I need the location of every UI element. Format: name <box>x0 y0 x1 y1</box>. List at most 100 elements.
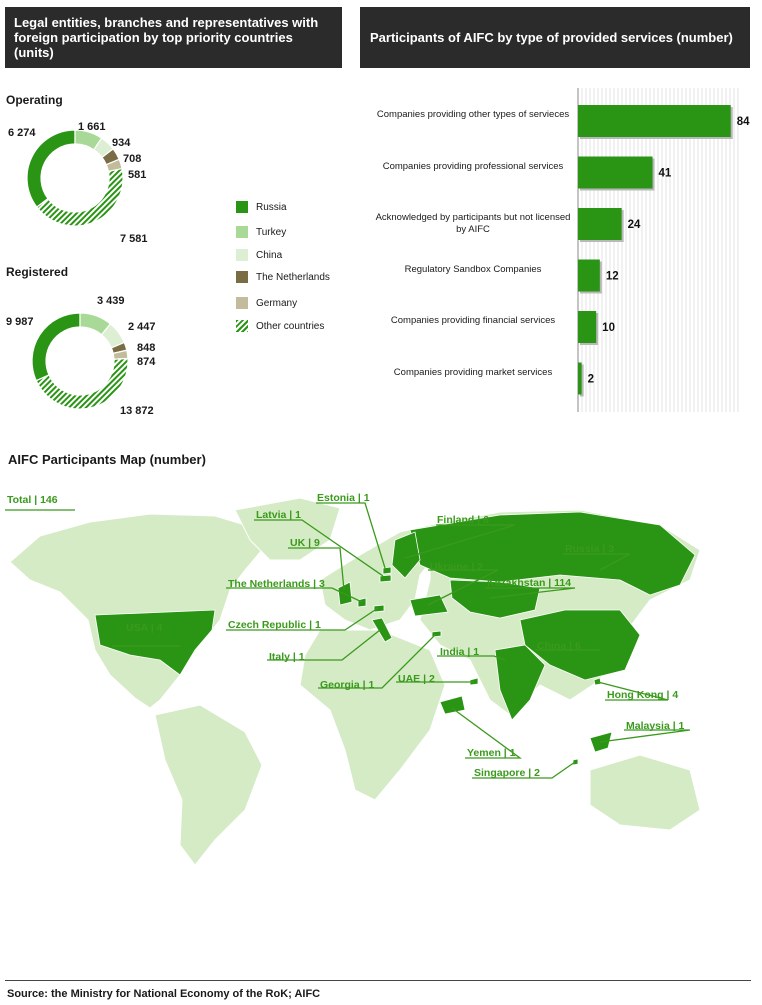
map-label-usa: USA | 4 <box>126 622 163 634</box>
country-latvia <box>379 574 392 583</box>
map-total-label: Total | 146 <box>7 494 58 506</box>
map-label-finland: Finland | 6 <box>437 514 489 526</box>
leader-line <box>451 707 522 759</box>
reg-label-other: 13 872 <box>120 405 154 417</box>
header-right: Participants of AIFC by type of provided… <box>360 7 750 68</box>
registered-slice-russia <box>31 312 81 382</box>
map-label-netherlands: The Netherlands | 3 <box>228 578 325 590</box>
map-label-estonia: Estonia | 1 <box>317 492 370 504</box>
country-yemen <box>439 695 466 715</box>
source-note: Source: the Ministry for National Econom… <box>7 988 321 1000</box>
map-label-italy: Italy | 1 <box>269 651 305 663</box>
reg-label-china: 2 447 <box>128 321 156 333</box>
registered-slice-other <box>35 357 129 410</box>
legend-label: The Netherlands <box>256 271 330 283</box>
map-label-kazakhstan: Kazakhstan | 114 <box>487 577 572 589</box>
header-left: Legal entities, branches and representat… <box>5 7 342 68</box>
world-map <box>5 497 701 866</box>
leader-line <box>599 729 691 743</box>
landmass-south-america <box>154 704 263 866</box>
bar <box>578 259 600 292</box>
map-label-china: China | 6 <box>537 640 581 652</box>
registered-title: Registered <box>6 265 69 279</box>
legend-item-russia: Russia <box>236 200 287 214</box>
country-singapore <box>572 758 579 766</box>
legend-swatch-germany <box>236 297 248 309</box>
bar-category-label: Acknowledged by participants but not lic… <box>375 212 571 235</box>
country-estonia <box>382 566 392 575</box>
map-label-czech-republic: Czech Republic | 1 <box>228 619 321 631</box>
op-label-china: 934 <box>112 137 131 149</box>
leader-line <box>472 761 576 779</box>
legend-item-china: China <box>236 248 282 262</box>
bar <box>578 311 597 343</box>
op-label-germany: 581 <box>128 169 147 181</box>
map-highlighted-countries <box>94 511 696 766</box>
country-netherlands <box>357 597 367 608</box>
reg-label-germany: 874 <box>137 356 156 368</box>
bar <box>578 156 653 189</box>
leader-line <box>318 633 437 689</box>
bar-category-label: Companies providing market services <box>393 366 553 378</box>
map-leader-lines <box>5 502 691 779</box>
legend-swatch-other <box>236 320 248 332</box>
country-usa <box>94 609 216 676</box>
country-czech-republic <box>373 604 385 613</box>
bar <box>578 105 731 137</box>
country-china <box>519 609 641 681</box>
op-label-turkey: 1 661 <box>78 121 106 133</box>
legend-item-turkey: Turkey <box>236 225 286 239</box>
reg-label-netherlands: 848 <box>137 342 156 354</box>
map-label-hong-kong: Hong Kong | 4 <box>607 689 679 701</box>
bar-value-label: 84 <box>737 116 750 128</box>
bar-value-label: 12 <box>606 271 619 283</box>
bar <box>578 208 622 240</box>
landmass-africa <box>299 629 446 801</box>
map-label-yemen: Yemen | 1 <box>467 747 516 759</box>
legend-label: China <box>256 249 283 261</box>
landmass-greenland <box>234 497 341 561</box>
leader-line <box>316 502 386 569</box>
legend-item-netherlands: The Netherlands <box>236 270 330 284</box>
leader-line <box>563 553 631 571</box>
operating-slice-other <box>35 167 124 227</box>
op-label-netherlands: 708 <box>123 153 142 165</box>
bar-category-label: Regulatory Sandbox Companies <box>404 263 542 275</box>
leader-line <box>427 569 499 606</box>
leader-line <box>226 607 379 631</box>
leader-line <box>437 655 506 661</box>
operating-slice-russia <box>26 129 76 208</box>
country-finland <box>391 531 421 579</box>
country-hong-kong <box>593 677 602 686</box>
legend-label: Germany <box>256 297 298 309</box>
leader-line <box>485 587 576 599</box>
country-italy <box>371 617 393 643</box>
legend-swatch-russia <box>236 201 248 213</box>
bar-category-label: Companies providing other types of servi… <box>376 109 570 120</box>
leader-line <box>404 524 516 559</box>
legend-label: Turkey <box>256 226 287 238</box>
map-label-india: India | 1 <box>440 646 480 658</box>
bar-value-label: 2 <box>588 374 594 386</box>
country-russia <box>409 511 696 596</box>
legend-swatch-china <box>236 249 248 261</box>
leader-line <box>254 519 384 577</box>
map-label-russia: Russia | 3 <box>565 543 615 555</box>
legend-swatch-turkey <box>236 226 248 238</box>
map-label-uk: UK | 9 <box>290 537 320 549</box>
reg-label-turkey: 3 439 <box>97 295 125 307</box>
map-label-uae: UAE | 2 <box>398 673 435 685</box>
op-label-other: 7 581 <box>120 233 148 245</box>
bar-category-label: Companies providing professional service… <box>382 160 564 172</box>
landmass-north-america <box>9 513 263 709</box>
leader-line <box>597 681 669 701</box>
leader-line <box>226 587 363 603</box>
map-label-singapore: Singapore | 2 <box>474 767 540 779</box>
legend-label: Other countries <box>256 320 325 332</box>
map-label-ukraine: Ukraine | 2 <box>430 561 484 573</box>
map-label-malaysia: Malaysia | 1 <box>626 720 685 732</box>
bar-shadow <box>580 364 584 397</box>
source-divider <box>5 980 751 981</box>
legend-label: Russia <box>256 201 287 213</box>
bar-value-label: 24 <box>628 219 641 231</box>
